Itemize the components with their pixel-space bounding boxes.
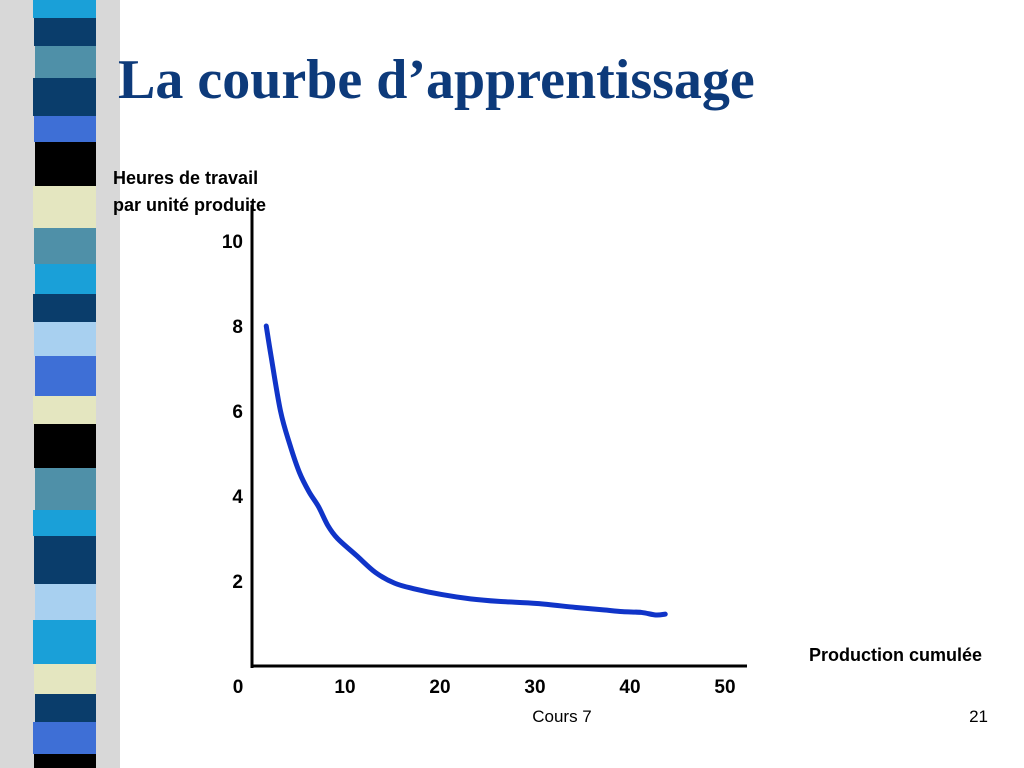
x-tick-label: 40	[619, 677, 640, 698]
side-strip-block	[35, 264, 96, 294]
x-tick-label: 10	[334, 677, 355, 698]
side-strip-block	[34, 754, 96, 768]
learning-curve-line	[263, 323, 668, 618]
side-strip-block	[34, 664, 96, 694]
y-axis-label-line-2: par unité produite	[113, 195, 266, 215]
y-tick-label: 4	[232, 487, 243, 508]
x-tick-label: 0	[233, 677, 244, 698]
side-strip-block	[35, 46, 96, 78]
y-tick-label: 2	[232, 572, 243, 593]
side-strip-block	[34, 116, 96, 142]
side-strip-block	[35, 694, 96, 722]
side-strip-block	[34, 424, 96, 468]
side-strip-block	[33, 510, 96, 536]
side-strip-block	[33, 722, 96, 754]
y-tick-label: 8	[232, 317, 243, 338]
side-strip-block	[33, 186, 96, 228]
page-number: 21	[969, 707, 988, 726]
x-tick-label: 20	[429, 677, 450, 698]
side-strip-block	[35, 356, 96, 396]
side-strip-block	[33, 0, 96, 18]
y-tick-label: 6	[232, 402, 243, 423]
side-strip-block	[35, 468, 96, 510]
side-strip-block	[33, 294, 96, 322]
side-strip-block	[34, 228, 96, 264]
side-strip-block	[33, 396, 96, 424]
side-strip-block	[35, 584, 96, 620]
y-tick-labels: 2 4 6 8 10	[222, 232, 244, 593]
slide-title: La courbe d’apprentissage	[118, 49, 755, 111]
side-strip-block	[35, 142, 96, 186]
side-strip-block	[33, 78, 96, 116]
y-axis-label-line-1: Heures de travail	[113, 168, 258, 188]
side-strip-block	[33, 620, 96, 664]
x-axis-label: Production cumulée	[809, 645, 982, 665]
x-tick-labels: 0 10 20 30 40 50	[233, 677, 736, 698]
x-tick-label: 30	[524, 677, 545, 698]
side-strip-block	[34, 18, 96, 46]
x-tick-label: 50	[714, 677, 735, 698]
footer-course-label: Cours 7	[532, 707, 592, 726]
y-tick-label: 10	[222, 232, 243, 253]
side-strip-block	[34, 322, 96, 356]
side-strip-graphic	[0, 0, 120, 768]
side-strip-block	[34, 536, 96, 584]
decorative-side-strip	[0, 0, 130, 768]
